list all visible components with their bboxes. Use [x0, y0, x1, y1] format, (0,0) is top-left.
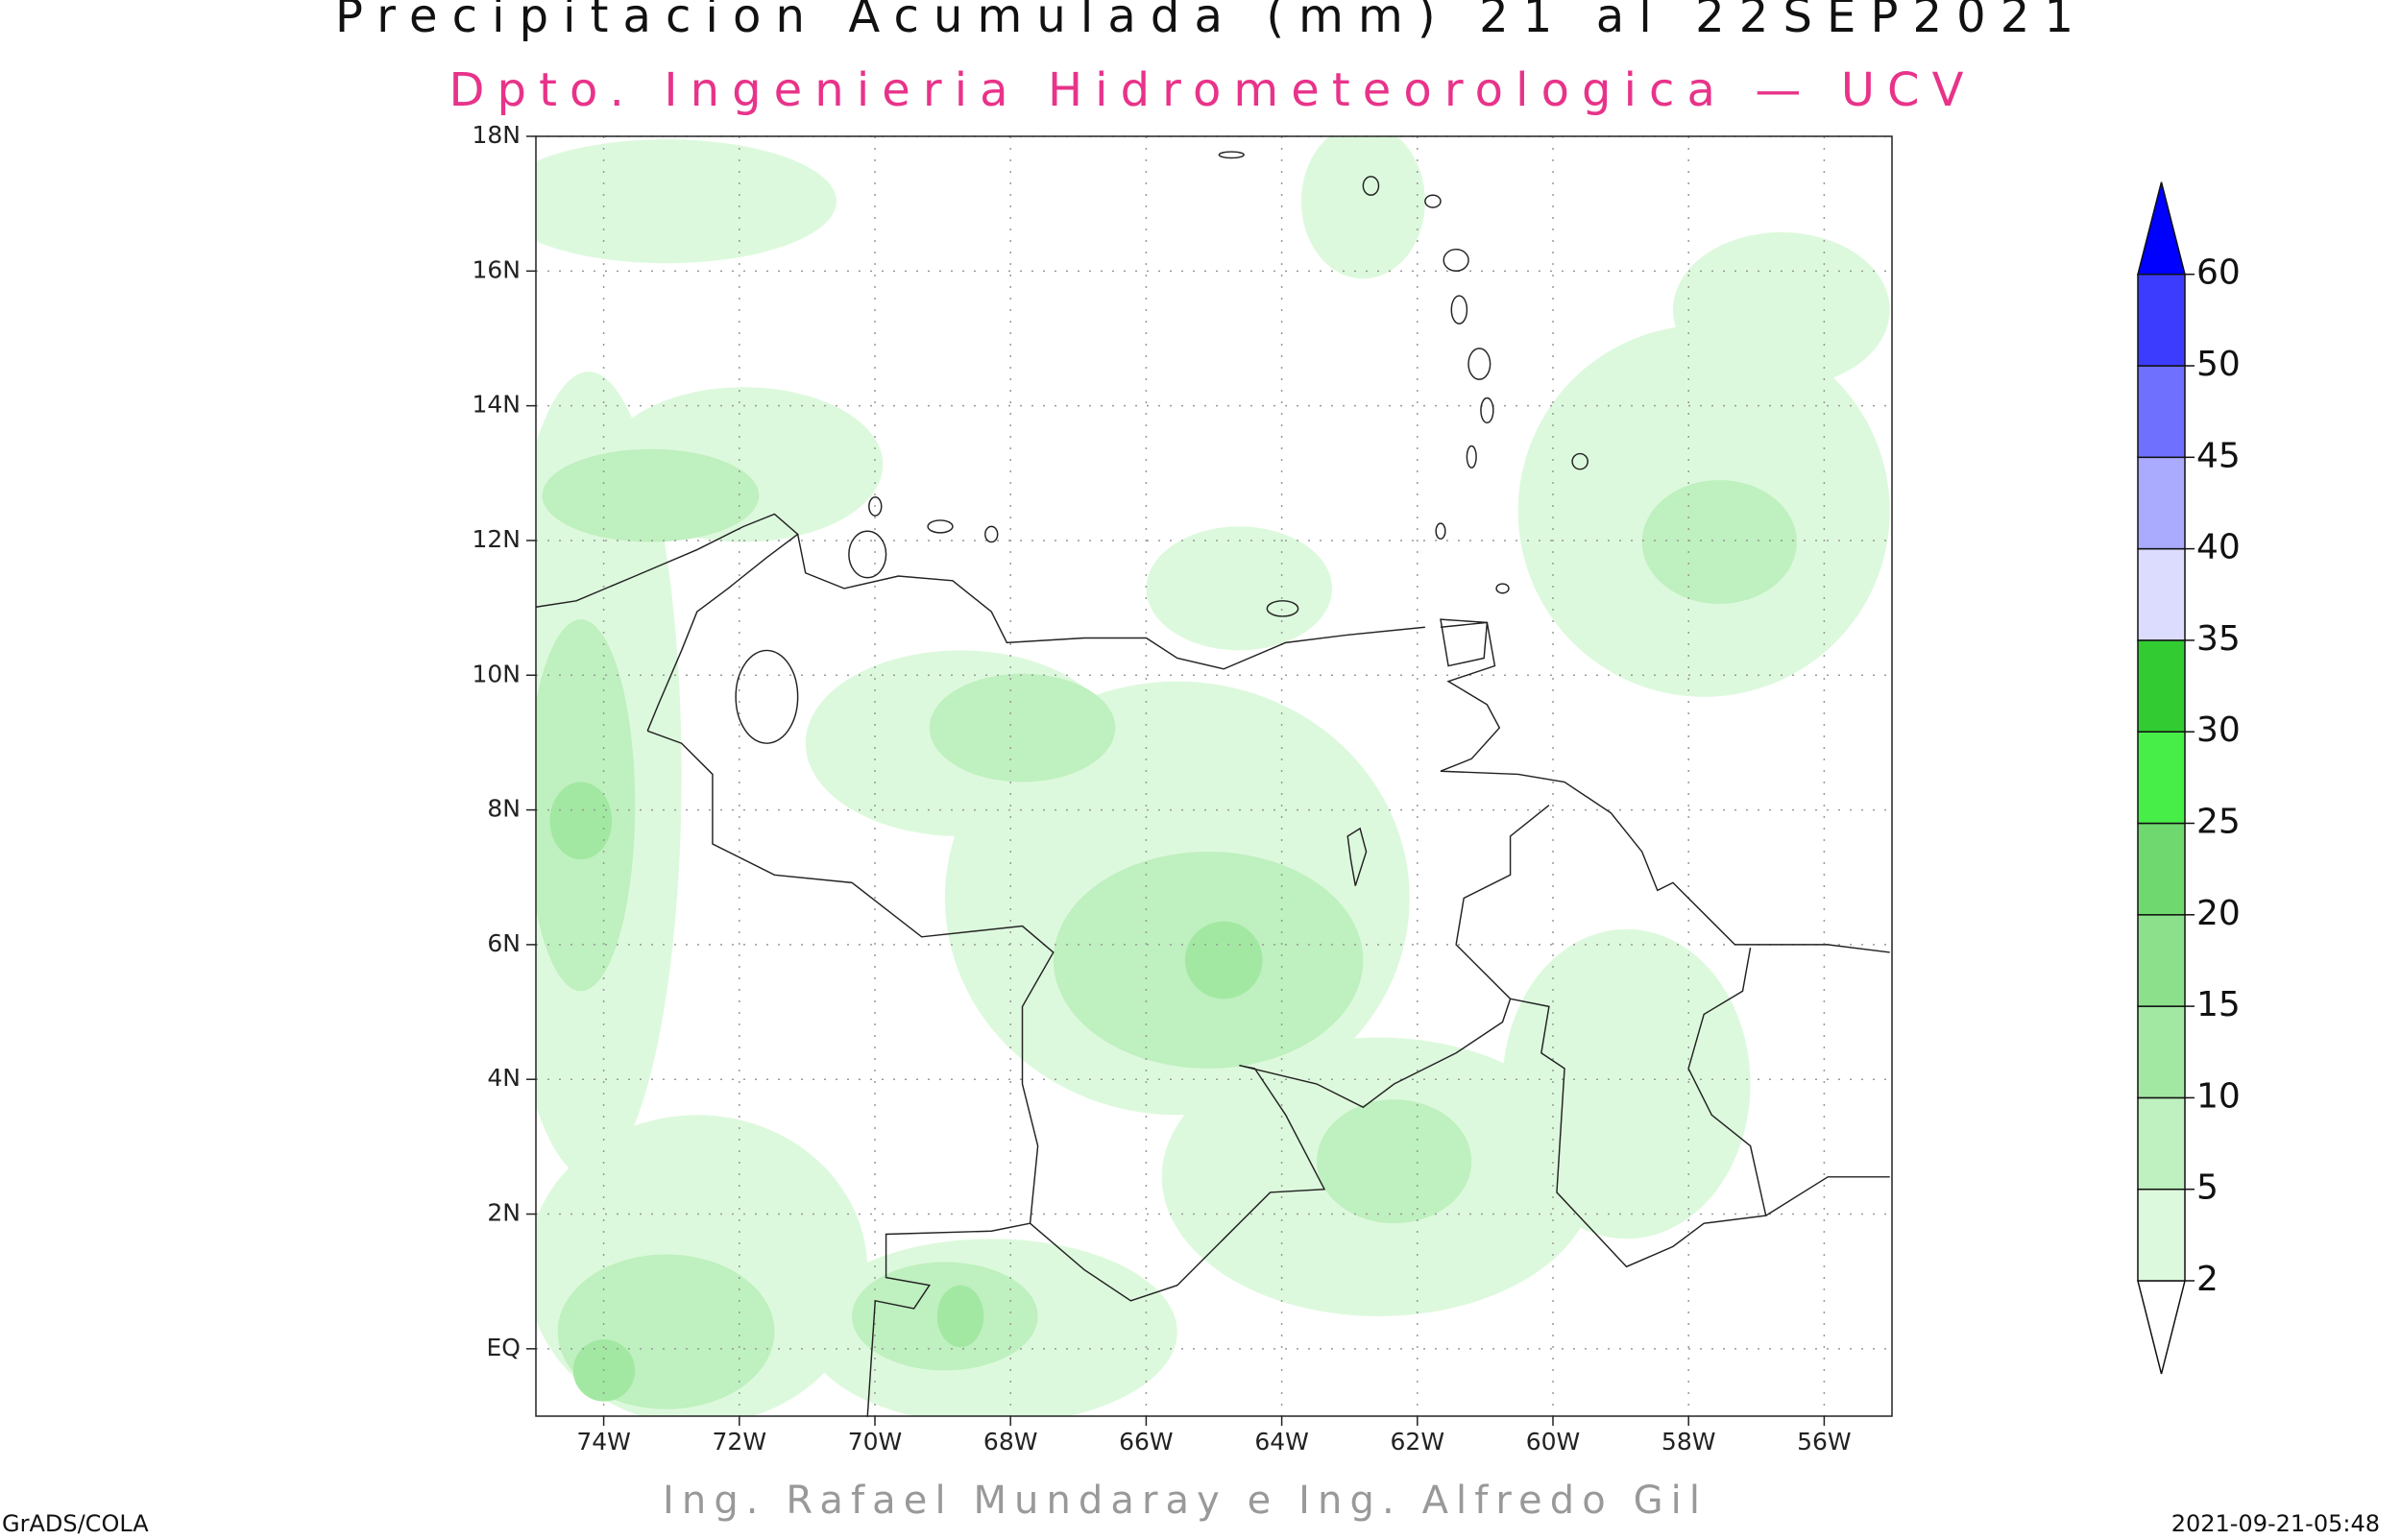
- colorbar-segment: [2137, 639, 2186, 733]
- colorbar-label: 60: [2196, 253, 2241, 293]
- colorbar-segment: [2137, 1096, 2186, 1191]
- x-tick-label: 74W: [576, 1428, 631, 1456]
- title: Precipitacion Acumulada (mm) 21 al 22SEP…: [335, 0, 2074, 43]
- colorbar-label: 40: [2196, 528, 2241, 567]
- colorbar-label: 20: [2196, 894, 2241, 933]
- colorbar-label: 35: [2196, 619, 2241, 659]
- x-tick-label: 66W: [1119, 1428, 1174, 1456]
- colorbar-segment: [2137, 822, 2186, 916]
- y-tick-label: 8N: [487, 795, 521, 823]
- y-tick-label: 12N: [472, 525, 521, 553]
- colorbar-segment: [2137, 365, 2186, 459]
- y-tick-label: 14N: [472, 391, 521, 419]
- y-tick-label: 18N: [472, 121, 521, 149]
- y-tick-label: 2N: [487, 1199, 521, 1227]
- x-tick-label: 64W: [1254, 1428, 1309, 1456]
- colorbar-label: 2: [2196, 1260, 2219, 1299]
- y-tick-label: EQ: [487, 1334, 521, 1361]
- timestamp: 2021-09-21-05:48: [2171, 1510, 2380, 1536]
- x-tick-label: 72W: [713, 1428, 767, 1456]
- colorbar-label: 10: [2196, 1076, 2241, 1116]
- x-tick-label: 58W: [1661, 1428, 1716, 1456]
- colorbar-segment: [2137, 547, 2186, 641]
- precip-field: [536, 136, 1890, 1416]
- graticule: 74W 72W 70W 68W 66W 64W 62W 60W 58W 56W EQ 2N 4N 6N 8N…: [472, 121, 1892, 1456]
- colorbar-label: 30: [2196, 710, 2241, 750]
- subtitle: Dpto. Ingenieria Hidrometeorologica — UC…: [449, 63, 1964, 117]
- software-label: GrADS/COLA: [2, 1510, 149, 1536]
- x-tick-label: 68W: [983, 1428, 1038, 1456]
- y-tick-label: 16N: [472, 255, 521, 283]
- colorbar-segment: [2137, 456, 2186, 550]
- x-tick-label: 60W: [1526, 1428, 1581, 1456]
- colorbar-label: 15: [2196, 985, 2241, 1024]
- y-tick-label: 4N: [487, 1064, 521, 1092]
- colorbar-end-low: [2137, 1280, 2186, 1375]
- colorbar-segment: [2137, 914, 2186, 1007]
- colorbar-segment: [2137, 731, 2186, 825]
- x-tick-label: 70W: [848, 1428, 903, 1456]
- plot-frame: [535, 135, 1893, 1417]
- x-tick-label: 62W: [1391, 1428, 1445, 1456]
- colorbar-segment: [2137, 273, 2186, 367]
- credit: Ing. Rafael Mundaray e Ing. Alfredo Gil: [663, 1479, 1700, 1523]
- x-tick-label: 56W: [1797, 1428, 1852, 1456]
- colorbar-label: 25: [2196, 803, 2241, 842]
- colorbar-label: 50: [2196, 345, 2241, 384]
- colorbar-end-high: [2137, 181, 2186, 276]
- y-tick-label: 6N: [487, 929, 521, 957]
- colorbar-segment: [2137, 1005, 2186, 1099]
- y-tick-label: 10N: [472, 660, 521, 687]
- colorbar-label: 45: [2196, 436, 2241, 475]
- coastlines: [535, 151, 1890, 1417]
- colorbar-segment: [2137, 1188, 2186, 1282]
- colorbar-label: 5: [2196, 1168, 2219, 1208]
